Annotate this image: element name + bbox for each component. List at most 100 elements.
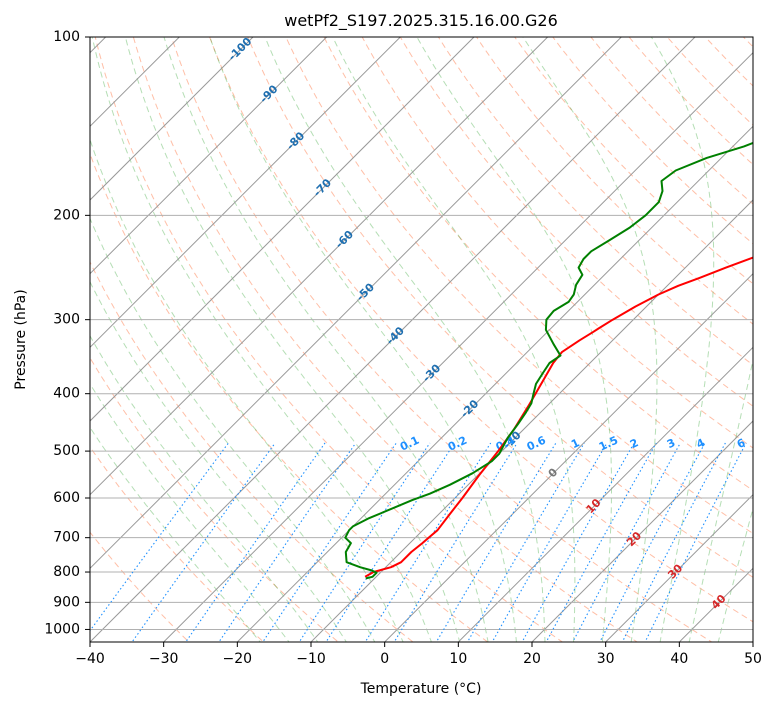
x-tick-label: −30 [149,651,179,667]
mixing-ratio-label: 1 [569,436,581,451]
x-tick-label: −40 [75,651,105,667]
isotherm [90,37,254,201]
y-tick-label: 700 [53,530,80,546]
moist-adiabat [209,37,517,642]
isotherm [90,37,696,642]
isotherm-label: 30 [665,561,685,581]
y-tick-label: 200 [53,207,80,223]
isotherm [162,51,753,642]
isotherm [752,641,753,642]
moist-adiabat [90,334,319,642]
x-tick-label: 10 [449,651,467,667]
y-tick-label: 600 [53,490,80,506]
temperature-line [364,256,753,578]
mixing-ratio-line [393,442,518,642]
mixing-ratio-line [521,442,635,642]
dry-adiabat [742,37,753,48]
mixing-ratio-line [491,442,608,642]
dry-adiabats [90,11,775,654]
dry-adiabat [94,37,564,642]
x-axis: −40 −30 −20 −10 0 10 20 30 40 50 [75,642,762,667]
plot-frame [89,36,754,643]
moist-adiabat [90,217,376,642]
mixing-ratio-line [325,442,456,642]
moist-adiabat [163,37,489,642]
mixing-ratio-line [466,442,585,642]
moist-adiabat [688,357,753,642]
y-tick-label: 100 [53,29,80,45]
isotherm [90,37,328,275]
y-tick-label: 300 [53,312,80,328]
dry-adiabat [666,37,753,126]
dry-adiabat [514,37,753,285]
moist-adiabat [522,37,658,642]
isotherm [678,567,753,642]
dewpoint-line [344,141,753,580]
dry-adiabat [437,37,753,366]
mixing-ratio-line [644,442,747,642]
mixing-ratio-line [599,442,706,642]
x-tick-label: −20 [223,651,253,667]
isotherm [90,37,181,128]
isobars [90,37,753,630]
isotherm [0,10,59,654]
dry-adiabat [399,37,753,407]
y-tick-label: 900 [53,594,80,610]
isotherm [90,37,623,570]
moist-adiabat [91,37,432,642]
dry-adiabat [628,37,753,166]
moist-adiabat [124,37,461,642]
mixing-ratio-label: 4 [694,436,707,451]
isotherm [90,37,402,349]
y-tick-label: 500 [53,443,80,459]
y-axis: 1000 900 800 700 600 500 400 300 200 100 [44,29,90,637]
dry-adiabat [756,11,775,654]
isotherms [0,10,753,654]
x-tick-label: −10 [296,651,326,667]
mixing-ratio-label: 2 [628,436,640,451]
dry-adiabat [475,37,753,325]
isotherm-label: -100 [226,35,255,64]
mixing-ratio-line [131,442,276,642]
dry-adiabat [285,37,753,535]
y-tick-label: 1000 [44,621,80,637]
dry-adiabat [361,37,753,449]
isotherm [531,420,753,642]
mixing-ratio-lines [90,442,747,642]
dry-adiabat [323,37,753,491]
moist-adiabat [90,138,404,642]
dry-adiabat [704,37,753,87]
x-tick-label: 50 [744,651,762,667]
y-axis-label: Pressure (hPa) [13,289,29,389]
mixing-ratio-line [185,442,326,642]
isotherm-label: -20 [458,397,481,420]
dry-adiabat [90,260,414,642]
dry-adiabat [247,37,753,578]
profile-series [344,141,753,580]
dry-adiabat [132,37,638,642]
y-tick-label: 400 [53,386,80,402]
x-tick-label: 40 [670,651,688,667]
x-tick-label: 30 [597,651,615,667]
isotherm-label: -60 [333,228,356,251]
mixing-ratio-line [545,442,657,642]
x-tick-label: 0 [380,651,389,667]
mixing-ratio-line [90,442,229,632]
moist-adiabat [264,37,546,642]
moist-adiabat [90,280,347,642]
isotherm [604,493,753,642]
isotherm [457,346,753,642]
isotherm [90,37,475,422]
y-tick-label: 800 [53,564,80,580]
isotherm [90,37,549,496]
mixing-ratio-label: 8 [761,436,773,451]
moist-adiabat [90,426,261,642]
moist-adiabat [717,506,753,642]
chart-title: wetPf2_S197.2025.315.16.00.G26 [284,11,558,31]
mixing-ratio-line [364,442,492,642]
isotherm [310,199,753,642]
moist-adiabat [90,382,290,642]
moist-adiabat [332,37,576,642]
